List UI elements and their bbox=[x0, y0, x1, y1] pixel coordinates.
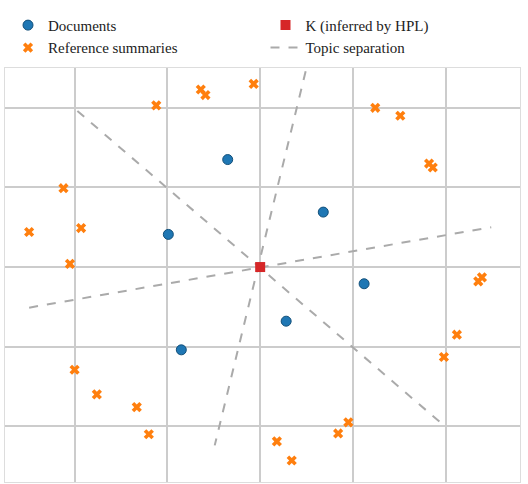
svg-text:Documents: Documents bbox=[48, 18, 116, 34]
svg-text:Reference summaries: Reference summaries bbox=[48, 40, 178, 56]
svg-text:Topic separation: Topic separation bbox=[306, 40, 406, 56]
svg-text:K (inferred by HPL): K (inferred by HPL) bbox=[306, 18, 429, 35]
